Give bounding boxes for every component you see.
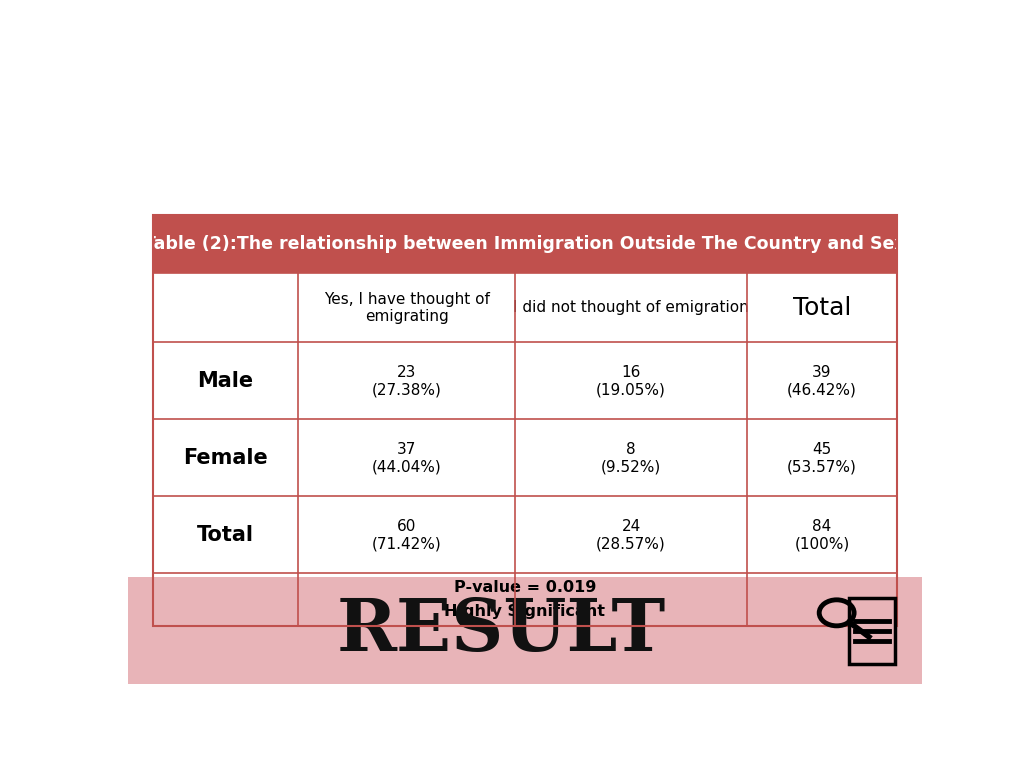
- Text: 24
(28.57%): 24 (28.57%): [596, 518, 666, 551]
- Text: Total: Total: [198, 525, 254, 545]
- Text: I did not thought of emigration: I did not thought of emigration: [513, 300, 749, 315]
- Text: RESULT: RESULT: [336, 595, 666, 666]
- Text: 23
(27.38%): 23 (27.38%): [372, 365, 441, 397]
- Text: 39
(46.42%): 39 (46.42%): [787, 365, 857, 397]
- Text: 84
(100%): 84 (100%): [795, 518, 850, 551]
- Text: P-value = 0.019
Highly Significant: P-value = 0.019 Highly Significant: [444, 581, 605, 619]
- Bar: [153, 215, 897, 273]
- Text: 8
(9.52%): 8 (9.52%): [601, 442, 662, 474]
- Text: Male: Male: [198, 371, 254, 391]
- Text: 16
(19.05%): 16 (19.05%): [596, 365, 666, 397]
- Text: Total: Total: [793, 296, 851, 319]
- Bar: [849, 598, 895, 664]
- Text: 45
(53.57%): 45 (53.57%): [787, 442, 857, 474]
- Text: Table (2):The relationship between Immigration Outside The Country and Sex: Table (2):The relationship between Immig…: [144, 235, 905, 253]
- Text: 37
(44.04%): 37 (44.04%): [372, 442, 441, 474]
- Text: 60
(71.42%): 60 (71.42%): [372, 518, 441, 551]
- Text: Yes, I have thought of
emigrating: Yes, I have thought of emigrating: [324, 292, 489, 324]
- Text: Female: Female: [183, 448, 268, 468]
